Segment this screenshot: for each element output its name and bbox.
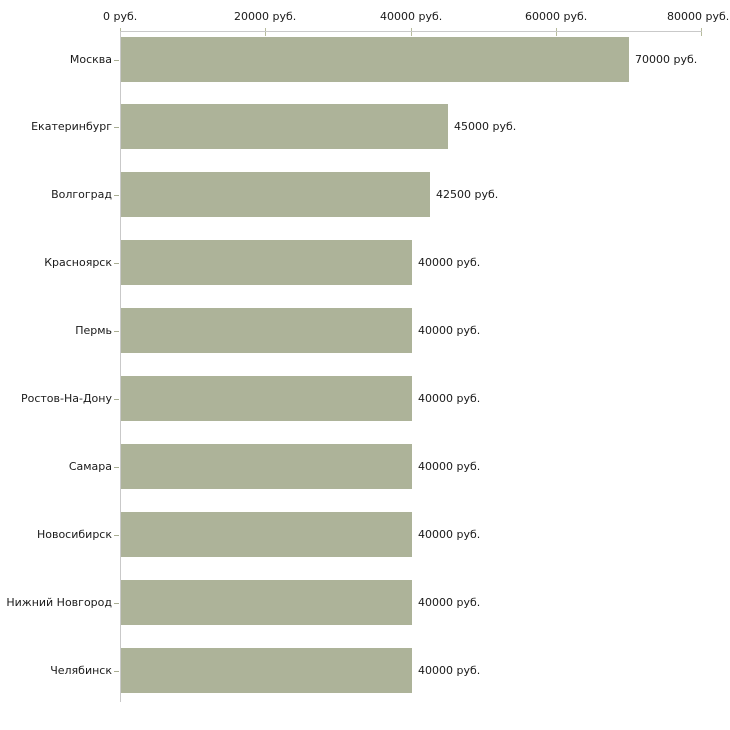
category-axis-tick: [114, 331, 119, 332]
value-label: 45000 руб.: [454, 120, 517, 133]
category-label: Самара: [68, 460, 112, 473]
category-label: Екатеринбург: [31, 120, 112, 133]
category-label: Нижний Новгород: [6, 596, 112, 609]
x-axis-tick-label: 60000 руб.: [525, 10, 588, 23]
value-label: 40000 руб.: [418, 528, 481, 541]
x-axis-tick-label: 20000 руб.: [234, 10, 297, 23]
x-axis-tick: [265, 28, 266, 36]
category-axis-tick: [114, 195, 119, 196]
category-axis-tick: [114, 60, 119, 61]
value-label: 40000 руб.: [418, 664, 481, 677]
value-label: 40000 руб.: [418, 256, 481, 269]
x-axis-tick: [701, 28, 702, 36]
value-label: 40000 руб.: [418, 460, 481, 473]
category-axis-tick: [114, 467, 119, 468]
x-axis-tick-label: 80000 руб.: [667, 10, 730, 23]
category-axis-tick: [114, 671, 119, 672]
bar[interactable]: [121, 512, 412, 557]
bar[interactable]: [121, 376, 412, 421]
category-axis-tick: [114, 399, 119, 400]
category-label: Челябинск: [50, 664, 112, 677]
bar[interactable]: [121, 648, 412, 693]
category-axis-tick: [114, 127, 119, 128]
category-label: Новосибирск: [36, 528, 112, 541]
value-label: 40000 руб.: [418, 596, 481, 609]
x-axis-tick: [556, 28, 557, 36]
category-axis-tick: [114, 263, 119, 264]
category-axis-tick: [114, 603, 119, 604]
y-axis-line: [120, 31, 121, 702]
category-label: Красноярск: [44, 256, 112, 269]
x-axis-tick-label: 0 руб.: [103, 10, 138, 23]
value-label: 70000 руб.: [635, 53, 698, 66]
x-axis-line: [120, 31, 702, 32]
bar[interactable]: [121, 240, 412, 285]
category-label: Ростов-На-Дону: [20, 392, 112, 405]
bar[interactable]: [121, 308, 412, 353]
bar[interactable]: [121, 172, 430, 217]
category-axis-tick: [114, 535, 119, 536]
bar[interactable]: [121, 580, 412, 625]
category-label: Москва: [69, 53, 112, 66]
value-label: 40000 руб.: [418, 392, 481, 405]
category-label: Пермь: [75, 324, 112, 337]
x-axis-tick: [411, 28, 412, 36]
bar[interactable]: [121, 444, 412, 489]
bar[interactable]: [121, 104, 448, 149]
x-axis-tick-label: 40000 руб.: [380, 10, 443, 23]
category-label: Волгоград: [51, 188, 112, 201]
value-label: 42500 руб.: [436, 188, 499, 201]
value-label: 40000 руб.: [418, 324, 481, 337]
bar[interactable]: [121, 37, 629, 82]
